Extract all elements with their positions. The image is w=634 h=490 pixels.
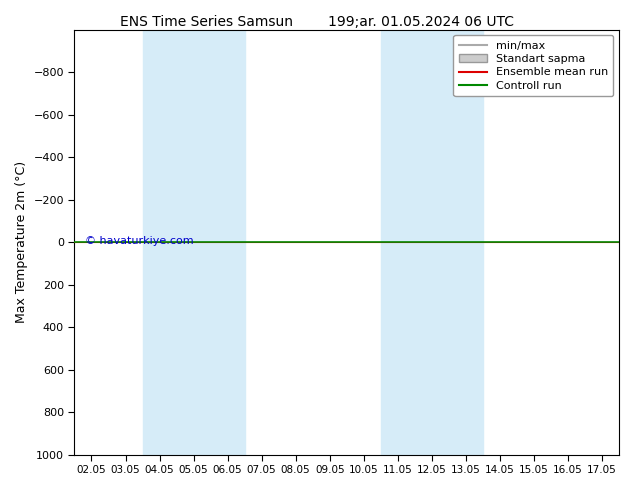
Bar xyxy=(143,30,245,455)
Y-axis label: Max Temperature 2m (°C): Max Temperature 2m (°C) xyxy=(15,161,28,323)
Text: ENS Time Series Samsun        199;ar. 01.05.2024 06 UTC: ENS Time Series Samsun 199;ar. 01.05.202… xyxy=(120,15,514,29)
Legend: min/max, Standart sapma, Ensemble mean run, Controll run: min/max, Standart sapma, Ensemble mean r… xyxy=(453,35,614,97)
Bar xyxy=(381,30,483,455)
Text: © havaturkiye.com: © havaturkiye.com xyxy=(86,236,194,246)
